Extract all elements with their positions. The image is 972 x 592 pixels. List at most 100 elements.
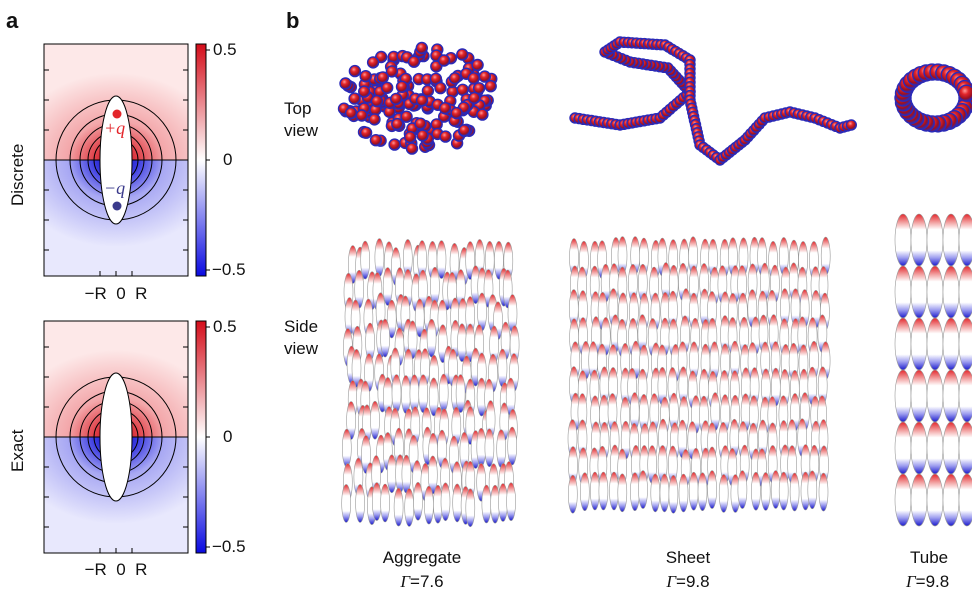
particle-side bbox=[660, 474, 669, 512]
particle-top bbox=[459, 125, 470, 136]
particle-side bbox=[943, 370, 959, 422]
particle-side bbox=[618, 474, 627, 512]
particle-side bbox=[689, 472, 698, 510]
particle-side bbox=[590, 472, 599, 510]
gamma-value-aggregate: =7.6 bbox=[410, 572, 444, 591]
particle-top bbox=[440, 131, 451, 142]
particle-side bbox=[453, 484, 462, 522]
particle-side bbox=[485, 429, 494, 467]
particle-top bbox=[405, 132, 416, 143]
caption-aggregate: Aggregate bbox=[352, 548, 492, 568]
particle-top bbox=[440, 103, 451, 114]
particle-top bbox=[846, 120, 856, 130]
particle-side bbox=[458, 324, 467, 362]
gamma-sheet: Γ=9.8 bbox=[630, 572, 746, 592]
particle-side bbox=[381, 319, 390, 357]
gamma-symbol-sheet: Γ bbox=[666, 572, 676, 591]
particle-side bbox=[568, 475, 577, 513]
particle-side bbox=[477, 428, 486, 466]
particle-side bbox=[895, 370, 911, 422]
particle-top bbox=[349, 93, 360, 104]
particle-top bbox=[369, 114, 380, 125]
gamma-tube: Γ=9.8 bbox=[906, 572, 949, 592]
gamma-value-sheet: =9.8 bbox=[676, 572, 710, 591]
particle-side bbox=[630, 473, 639, 511]
particle-side bbox=[943, 318, 959, 370]
particle-side bbox=[808, 471, 817, 509]
particle-side bbox=[959, 370, 972, 422]
particle-side bbox=[499, 484, 508, 522]
particle-side bbox=[361, 241, 370, 279]
particle-top bbox=[469, 93, 480, 104]
particle-side bbox=[508, 427, 517, 465]
particle-top bbox=[371, 96, 382, 107]
particle-side bbox=[779, 472, 788, 510]
particle-side bbox=[719, 474, 728, 512]
caption-tube: Tube bbox=[910, 548, 948, 568]
particle-top bbox=[439, 55, 450, 66]
particle-side bbox=[402, 455, 411, 493]
particle-side bbox=[456, 375, 465, 413]
particle-side bbox=[610, 472, 619, 510]
particle-side bbox=[943, 422, 959, 474]
particle-top bbox=[450, 73, 461, 84]
particle-side bbox=[771, 471, 780, 509]
particle-side bbox=[466, 489, 475, 527]
particle-top bbox=[356, 110, 367, 121]
particle-side bbox=[911, 266, 927, 318]
particle-side bbox=[639, 471, 648, 509]
particle-side bbox=[383, 268, 392, 306]
top-view-sheet bbox=[570, 37, 856, 165]
particle-side bbox=[392, 375, 401, 413]
particle-side bbox=[911, 474, 927, 526]
gamma-aggregate: Γ=7.6 bbox=[360, 572, 484, 592]
particle-side bbox=[414, 482, 423, 520]
particle-side bbox=[498, 349, 507, 387]
particle-side bbox=[401, 376, 410, 414]
particle-top bbox=[361, 127, 372, 138]
particle-top bbox=[485, 81, 496, 92]
particle-side bbox=[927, 214, 943, 266]
particle-top bbox=[401, 111, 412, 122]
particle-side bbox=[895, 474, 911, 526]
particle-side bbox=[911, 214, 927, 266]
particle-side bbox=[927, 422, 943, 474]
particle-top bbox=[397, 81, 408, 92]
particle-side bbox=[943, 214, 959, 266]
particle-top bbox=[391, 93, 402, 104]
particle-side bbox=[375, 239, 384, 277]
particle-side bbox=[895, 318, 911, 370]
particle-side bbox=[427, 319, 436, 357]
particle-side bbox=[959, 474, 972, 526]
particle-top bbox=[360, 71, 371, 82]
particle-top bbox=[417, 95, 428, 106]
particle-side bbox=[895, 266, 911, 318]
particle-top bbox=[340, 78, 351, 89]
particle-top bbox=[472, 60, 483, 71]
particle-side bbox=[943, 474, 959, 526]
particle-side bbox=[819, 473, 828, 511]
particle-top bbox=[392, 119, 403, 130]
particle-top bbox=[435, 83, 446, 94]
particle-side bbox=[790, 473, 799, 511]
particle-side bbox=[943, 266, 959, 318]
particle-side bbox=[439, 374, 448, 412]
particle-top bbox=[370, 135, 381, 146]
particle-side bbox=[441, 483, 450, 521]
particle-side bbox=[738, 471, 747, 509]
particle-top bbox=[457, 49, 468, 60]
particle-top bbox=[417, 130, 428, 141]
particle-side bbox=[497, 430, 506, 468]
side-view-aggregate bbox=[342, 239, 519, 527]
particle-side bbox=[381, 484, 390, 522]
particle-side bbox=[959, 214, 972, 266]
particle-side bbox=[679, 474, 688, 512]
gamma-symbol-aggregate: Γ bbox=[400, 572, 410, 591]
gamma-value-tube: =9.8 bbox=[916, 572, 950, 591]
side-view-sheet bbox=[568, 237, 830, 514]
particle-top bbox=[407, 143, 418, 154]
particle-top bbox=[377, 72, 388, 83]
particle-side bbox=[405, 488, 414, 526]
particle-side bbox=[419, 375, 428, 413]
